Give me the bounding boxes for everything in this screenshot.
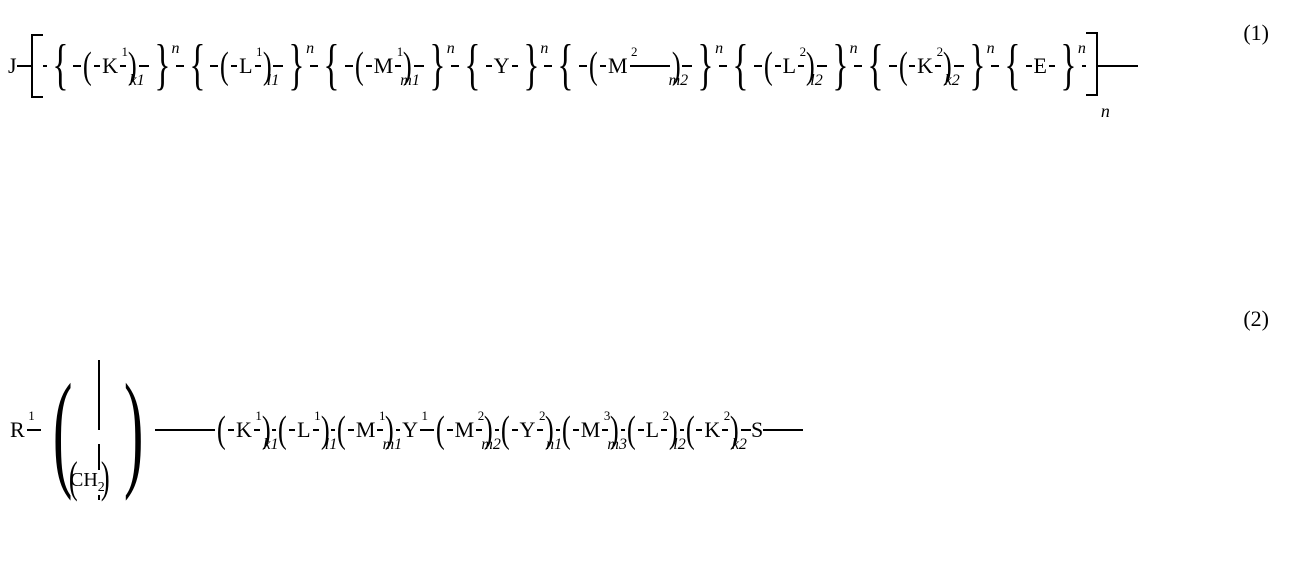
paren-group: (K1)k1 [215, 419, 272, 442]
bond-line [420, 429, 434, 431]
bond-line [722, 429, 728, 431]
bond-line [537, 429, 543, 431]
brace-group: {Y}n [459, 49, 545, 83]
paren-group: (L1)l1 [218, 55, 273, 78]
variable-l: L2 [781, 55, 798, 77]
bond-line [395, 65, 401, 67]
bond-line [630, 65, 670, 67]
bond-line [954, 65, 964, 67]
variable-k: K2 [915, 55, 935, 77]
variable-l: L1 [295, 419, 312, 441]
bond-line [155, 429, 215, 431]
leading-j: J [8, 55, 17, 77]
bond-line [476, 429, 482, 431]
branch-center: (CH2()) [41, 360, 156, 500]
bond-line [682, 65, 692, 67]
formula-2: R1 (CH2()) (K1)k1(L1)l1(M1)m1Y1 (M2)m2(Y2)n… [8, 360, 803, 500]
bond-line [73, 65, 81, 67]
chain: (K1)k1(L1)l1(M1)m1Y1 (M2)m2(Y2)n1(M3)m3(L… [155, 360, 803, 500]
brace-group: {(L2)l2}n [727, 49, 854, 83]
big-paren-right: ) [124, 385, 143, 476]
formula-1: J {(K1)k1}n{(L1)l1}n{(M1)m1}n{Y}n{(M2)m2}… [8, 32, 1138, 100]
brace-group: {(K2)k2}n [862, 49, 991, 83]
paren-group: (L1)l1 [276, 419, 331, 442]
variable-k: K1 [234, 419, 254, 441]
variable-m: M1 [354, 419, 378, 441]
bond-line [1098, 65, 1138, 67]
variable-y: Y2 [518, 419, 538, 441]
bond-line [512, 65, 518, 67]
eq1-number: (1) [1243, 20, 1269, 46]
branch-lines: CH2() [84, 360, 112, 500]
bond-line [254, 429, 260, 431]
eq2-number: (2) [1243, 306, 1269, 332]
bond-line [255, 65, 261, 67]
paren-group: (M3)m3 [560, 419, 621, 442]
variable-l: L1 [237, 55, 254, 77]
brace-group: {(M2)m2}n [552, 49, 719, 83]
paren-group: (M1)m1 [335, 419, 396, 442]
variable-l: L2 [644, 419, 661, 441]
left-square-bracket [31, 34, 43, 98]
brace-group: {(K1)k1}n [47, 49, 176, 83]
bond-line [414, 65, 424, 67]
bond-line [17, 65, 31, 67]
variable-y: Y [492, 55, 512, 77]
brace-group: {(M1)m1}n [318, 49, 451, 83]
paren-group: (M1)m1 [353, 55, 414, 78]
bond-line [377, 429, 383, 431]
right-square-bracket [1086, 32, 1098, 96]
brace-group: {(L1)l1}n [184, 49, 311, 83]
bond-line [661, 429, 667, 431]
bond-line [602, 429, 608, 431]
variable-m: M1 [372, 55, 396, 77]
paren-group: (K2)k2 [897, 55, 954, 78]
bond-line [798, 65, 804, 67]
bond-line [345, 65, 353, 67]
bond-line [139, 65, 149, 67]
variable-m: M3 [579, 419, 603, 441]
trailing-s: S [751, 419, 763, 441]
bond-line [313, 429, 319, 431]
paren-group: (Y2)n1 [499, 419, 556, 442]
right-square-bracket-wrap: n [1086, 32, 1098, 100]
bond-line [935, 65, 941, 67]
variable-k: K1 [100, 55, 120, 77]
paren-group: (M2)m2 [434, 419, 495, 442]
paren-group: (M2)m2 [587, 55, 682, 78]
bond-line [763, 429, 803, 431]
variable-m: M2 [453, 419, 477, 441]
bond-line [210, 65, 218, 67]
canvas: (1) J {(K1)k1}n{(L1)l1}n{(M1)m1}n{Y}n{(M2… [0, 0, 1299, 584]
bond-line [273, 65, 283, 67]
paren-group: (K1)k1 [81, 55, 138, 78]
bond-line [27, 429, 41, 431]
bond-line [120, 65, 126, 67]
bond-line [889, 65, 897, 67]
bond-line [1049, 65, 1055, 67]
variable-k: K2 [702, 419, 722, 441]
paren-group: (L2)l2 [762, 55, 817, 78]
bond-line [754, 65, 762, 67]
paren-group: (L2)l2 [625, 419, 680, 442]
brace-group: {E}n [999, 49, 1082, 83]
variable-r: R1 [8, 419, 27, 441]
bond-line [579, 65, 587, 67]
bond-line [817, 65, 827, 67]
variable-m: M2 [606, 55, 630, 77]
paren-group: (K2)k2 [684, 419, 741, 442]
variable-y: Y1 [400, 419, 420, 441]
variable-e: E [1032, 55, 1049, 77]
